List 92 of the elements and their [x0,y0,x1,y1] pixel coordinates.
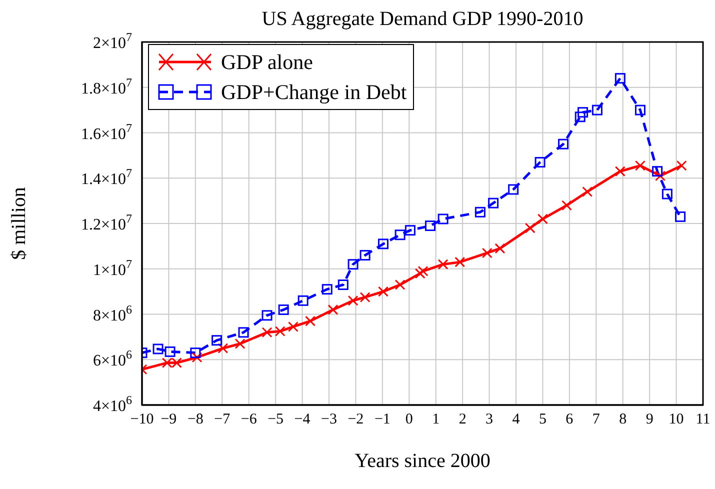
point [360,250,370,261]
x-tick-label: 1 [432,412,440,428]
legend-label: GDP alone [221,50,313,74]
point [474,206,486,218]
point [662,188,672,200]
x-tick-label: 9 [646,412,654,428]
point [614,166,626,177]
point [212,335,222,346]
y-tick-label: 1.6×10$^{7}$ [80,120,132,143]
y-tick-label: 2×10$^{7}$ [92,30,132,52]
y-tick-label: 4×10$^{6}$ [92,393,132,415]
point [394,280,406,290]
x-tick-label: −4 [294,412,311,428]
x-tick-label: 11 [696,412,710,428]
y-tick-label: 1.8×10$^{7}$ [80,75,132,98]
point [652,166,663,177]
point [234,338,246,349]
x-tick-label: 8 [619,412,627,428]
point [578,107,588,118]
point [676,160,687,171]
point [675,211,686,222]
x-tick-label: −3 [321,412,337,428]
point [494,243,506,254]
x-tick-label: −1 [374,412,390,428]
point [482,248,492,258]
x-tick-label: 3 [486,412,494,428]
point [534,156,546,168]
point [238,327,249,338]
point [328,304,338,315]
x-tick-label: 4 [512,412,520,428]
x-tick-label: 0 [405,412,413,428]
point [262,310,272,321]
point [414,268,426,279]
point [164,346,176,357]
point [338,280,348,290]
chart-title: US Aggregate Demand GDP 1990-2010 [260,8,584,31]
point [634,160,646,171]
point [454,256,466,268]
point [360,292,370,302]
point [305,316,316,326]
point [348,259,358,270]
y-tick-label: 1.2×10$^{7}$ [80,212,132,234]
point [298,295,308,306]
point [152,344,164,354]
point [438,259,448,270]
point [562,200,572,211]
y-axis-title: $ million [8,187,30,260]
y-tick-label: 8×10$^{6}$ [92,302,132,324]
point [614,73,626,84]
point [488,198,499,208]
point [394,230,406,240]
x-tick-label: −7 [214,412,231,428]
point [288,321,298,332]
x-tick-label: 7 [592,412,600,428]
point [574,112,586,122]
point [218,343,228,354]
point [558,138,569,150]
point [278,304,289,315]
point [404,225,416,236]
x-tick-label: −5 [268,412,284,428]
point [424,220,436,232]
point [537,214,548,224]
x-tick-label: 6 [566,412,574,428]
x-tick-label: 10 [668,412,684,428]
point [192,352,202,363]
point [190,348,201,358]
point [322,284,332,295]
y-tick-label: 6×10$^{6}$ [92,348,132,370]
point [348,295,358,306]
point [438,214,448,224]
point [418,266,428,276]
point [508,184,519,195]
point [262,327,272,338]
point [592,104,602,116]
x-axis-title: Years since 2000 [354,450,490,472]
point [582,186,593,197]
legend-label: GDP+Change in Debt [221,80,407,104]
point [524,222,536,234]
point [655,170,666,182]
point [634,104,646,116]
y-tick-label: 1×10$^{7}$ [92,256,132,279]
x-tick-label: −9 [160,412,177,428]
x-tick-label: −2 [348,412,364,428]
point [378,238,388,250]
y-tick-label: 1.4×10$^{7}$ [80,166,132,188]
x-tick-label: −6 [240,412,258,428]
x-tick-label: 5 [538,412,546,428]
x-tick-label: 2 [458,412,466,428]
point [378,286,388,297]
x-tick-label: −10 [130,412,154,428]
point [274,326,286,337]
x-tick-label: −8 [187,412,204,428]
